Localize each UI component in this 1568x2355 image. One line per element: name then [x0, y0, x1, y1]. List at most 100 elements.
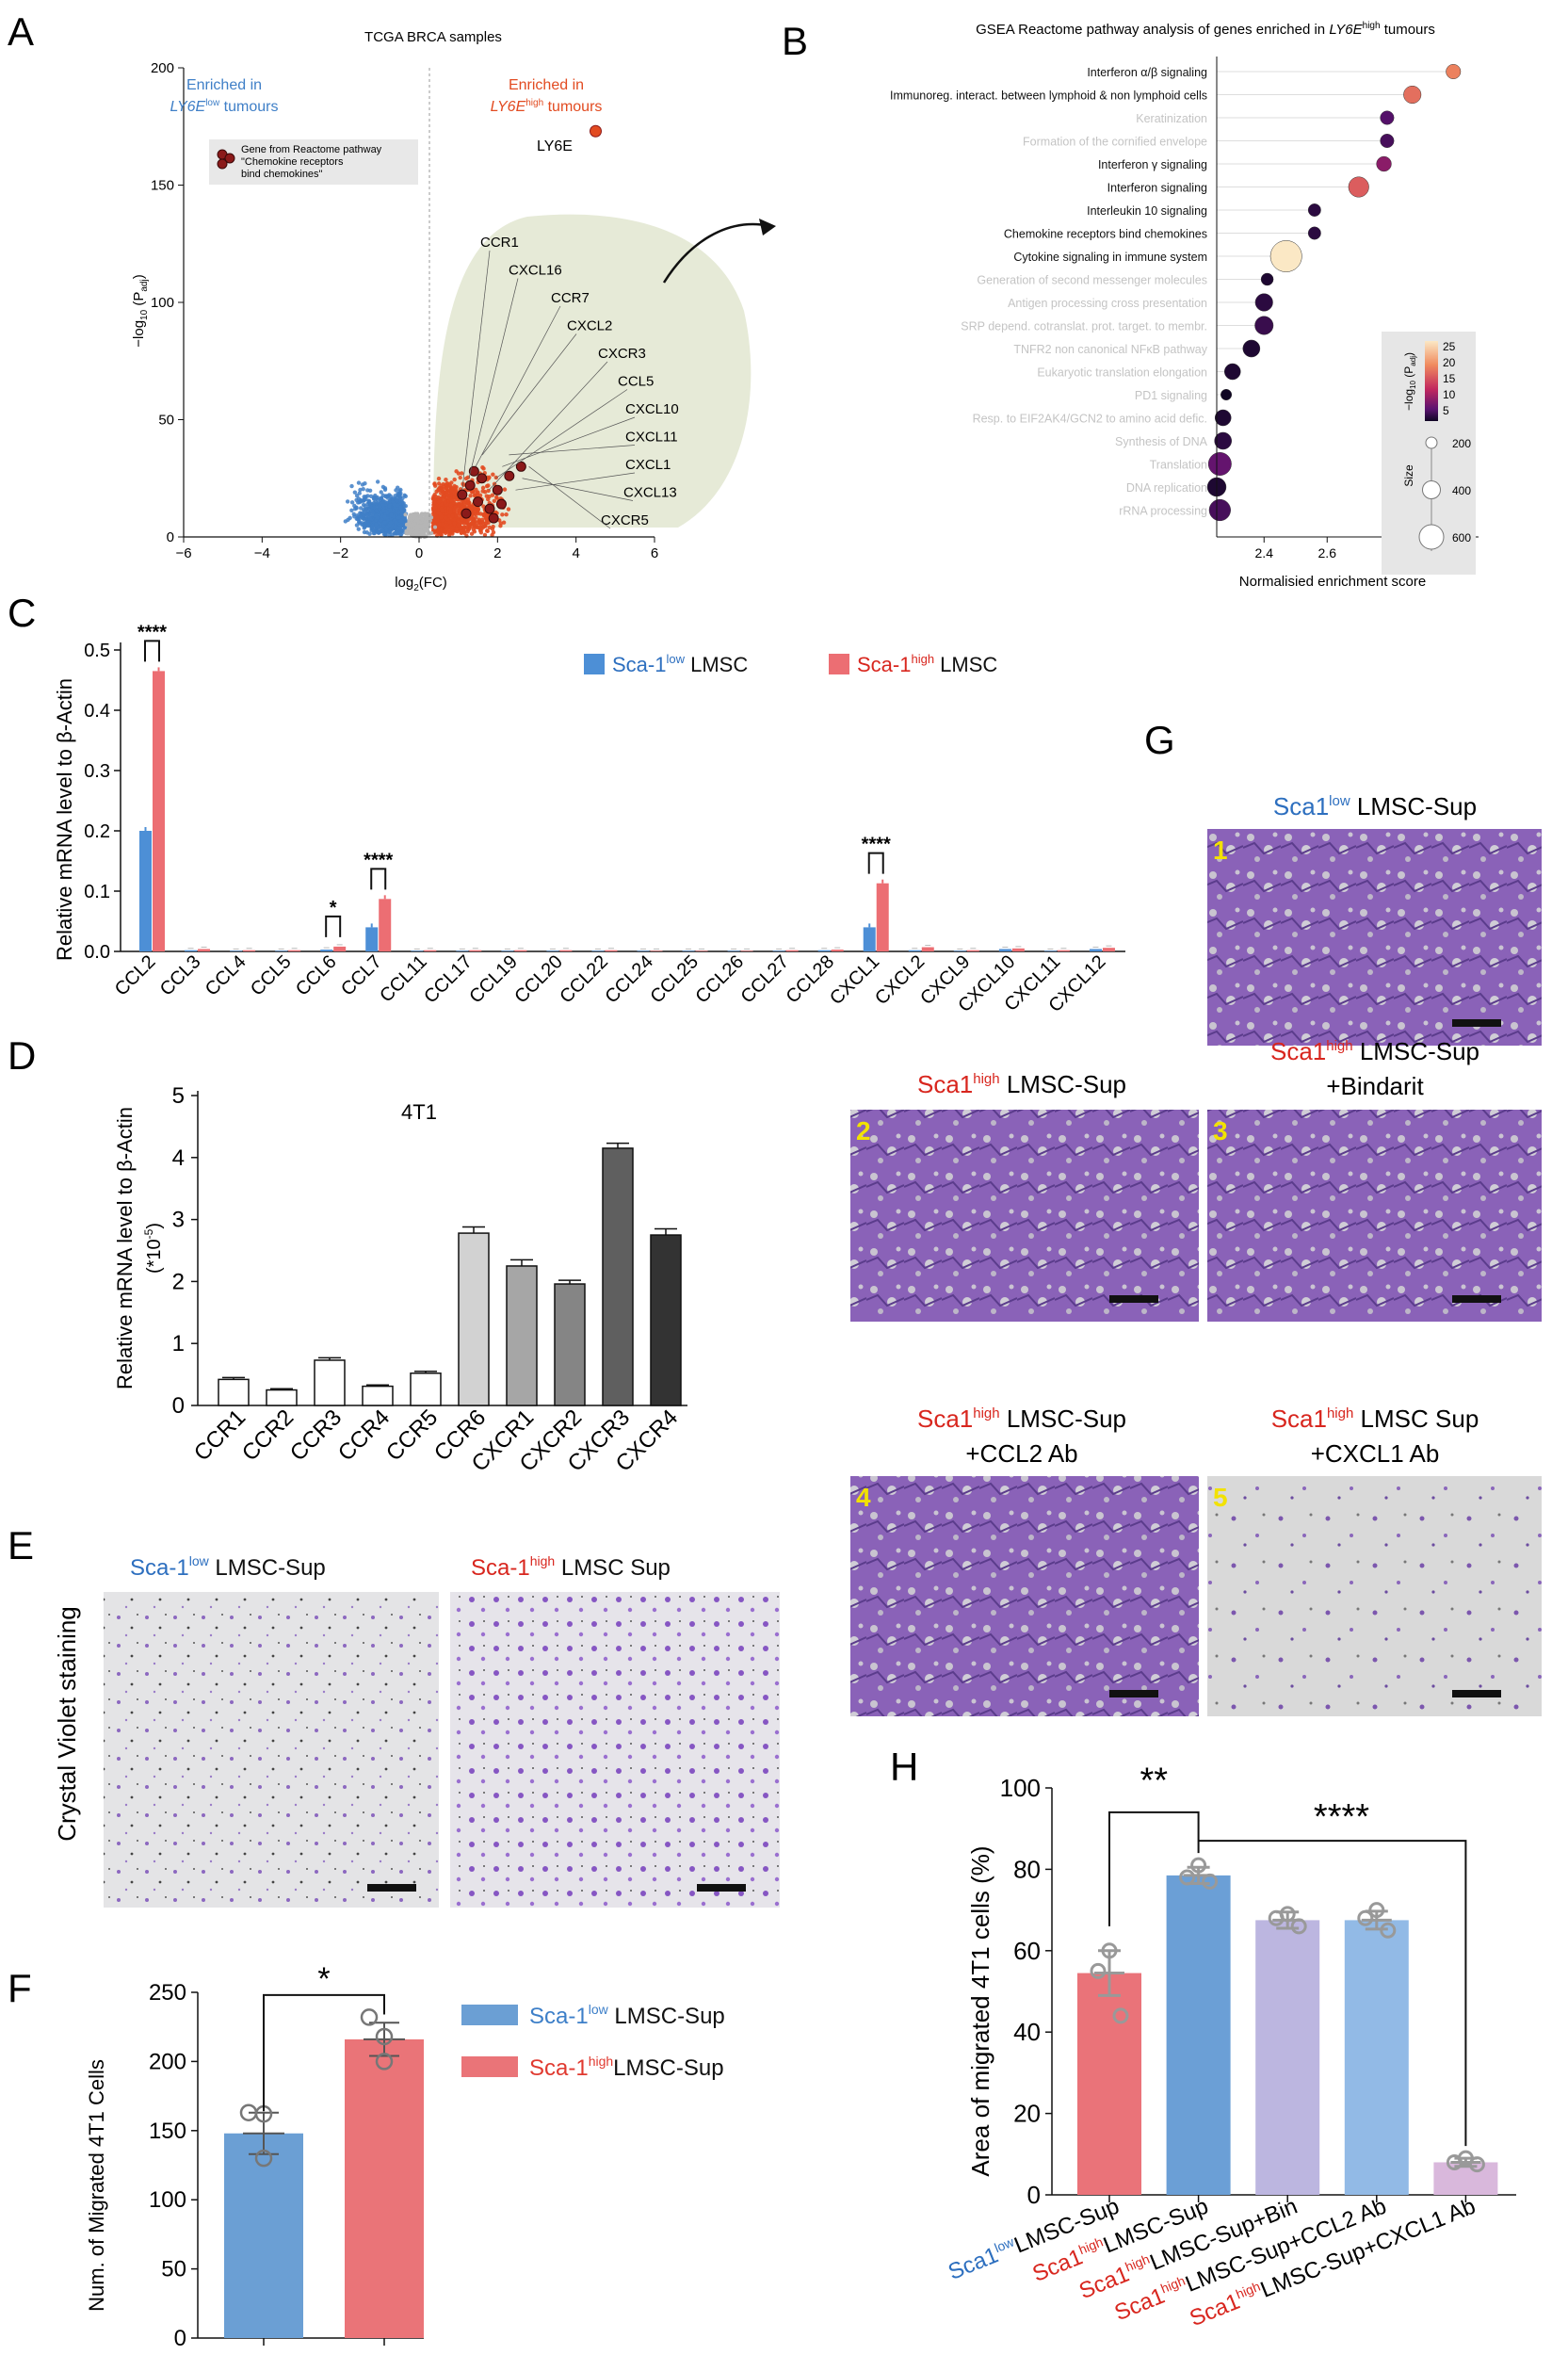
data-point	[1468, 2156, 1485, 2173]
high-point	[471, 490, 476, 495]
ly6e-label: LY6E	[537, 138, 573, 154]
high-point	[506, 507, 511, 512]
image-title: Sca1high LMSC-Sup	[917, 1070, 1126, 1098]
legend-swatch-high	[829, 654, 849, 674]
ly6e-point	[590, 124, 602, 138]
pathway-label: Formation of the cornified envelope	[1023, 136, 1207, 149]
high-point	[485, 528, 490, 534]
pathway-label: TNFR2 non canonical NFκB pathway	[1013, 343, 1207, 356]
legend-line1: Gene from Reactome pathway	[241, 144, 382, 155]
area-migrated-bar-chart: 020406080100Sca1lowLMSC-SupSca1highLMSC-…	[945, 1761, 1516, 2331]
bar	[1344, 1920, 1409, 2195]
low-point	[349, 508, 354, 512]
y-tick-label: 60	[1013, 1937, 1041, 1965]
bar-high	[198, 949, 211, 951]
low-point	[374, 522, 379, 528]
data-point	[1101, 1942, 1118, 1959]
bar	[554, 1283, 586, 1406]
high-point	[482, 532, 488, 538]
y-tick-label: 150	[151, 178, 174, 194]
g-image-grid: 1 Sca1low LMSC-Sup 2 Sca1high LMSC-Sup 3 Sca1…	[850, 792, 1542, 1716]
high-point	[453, 489, 458, 494]
high-point	[432, 499, 437, 505]
pathway-gene-point	[464, 479, 476, 491]
x-tick-label: −2	[332, 545, 348, 561]
legend-swatch-low	[584, 654, 605, 674]
high-point	[443, 528, 447, 533]
low-point	[354, 506, 359, 511]
high-point	[439, 514, 444, 520]
data-point	[1380, 1922, 1397, 1939]
high-point	[478, 530, 484, 535]
high-point	[454, 513, 459, 518]
pathway-label: Interleukin 10 signaling	[1087, 204, 1207, 218]
f-legend-high: Sca-1highLMSC-Sup	[529, 2054, 724, 2081]
bar-low	[637, 950, 650, 951]
size-legend-label: Size	[1402, 464, 1415, 487]
colorbar-tick-label: 25	[1443, 340, 1456, 353]
size-legend-dot	[1418, 524, 1445, 550]
bar-high	[1011, 948, 1025, 951]
x-tick-label: 2.4	[1255, 545, 1274, 560]
f-legend-swatch-low	[461, 2005, 518, 2025]
low-point	[375, 479, 380, 484]
high-point	[453, 505, 459, 510]
volcano-xlabel: log2(FC)	[395, 575, 447, 593]
pathway-gene-point	[504, 470, 515, 481]
pathway-dot	[1307, 226, 1321, 240]
category-label: CCL22	[556, 951, 612, 1008]
high-point	[432, 509, 437, 513]
category-label: CCR3	[285, 1405, 347, 1466]
bar-low	[230, 950, 243, 951]
legend-line3: bind chemokines"	[241, 169, 323, 180]
gsea-xlabel: Normalisied enrichment score	[1239, 574, 1426, 590]
y-tick-label: 100	[149, 2187, 186, 2213]
bar-low	[320, 950, 333, 951]
volcano-axes: −6 −4 −2 0 2 4 6 0 50 100 150 200	[151, 60, 658, 561]
y-tick-label: 0	[167, 529, 174, 545]
low-point	[360, 522, 364, 528]
pathway-label: Eukaryotic translation elongation	[1037, 366, 1207, 380]
high-point	[473, 507, 477, 512]
x-tick-label: 2.6	[1318, 545, 1337, 560]
pathway-gene-point	[492, 484, 503, 495]
high-point	[456, 522, 461, 528]
low-point	[382, 520, 387, 525]
migration-image	[850, 1110, 1199, 1322]
data-point	[1368, 1902, 1385, 1919]
high-point	[432, 522, 437, 527]
low-point	[394, 508, 398, 513]
bar-low	[411, 950, 424, 951]
arrow-head	[759, 219, 776, 236]
y-tick-label: 50	[158, 413, 174, 429]
pathway-label: Synthesis of DNA	[1115, 435, 1208, 448]
panel-label-b: B	[782, 19, 808, 63]
migration-image	[850, 1476, 1199, 1716]
g-image-4: 4 Sca1high LMSC-Sup +CCL2 Ab	[850, 1405, 1199, 1716]
bar-high	[695, 950, 708, 951]
y-tick-label: 0	[1027, 2181, 1041, 2209]
high-point	[461, 530, 467, 536]
low-point	[398, 519, 404, 524]
high-point	[443, 515, 448, 521]
bar-high	[559, 950, 573, 951]
low-point	[366, 504, 371, 510]
sig-bracket	[1198, 1840, 1467, 2147]
panel-d-ylabel-line1: Relative mRNA level to β-Actin	[113, 1107, 137, 1389]
high-point	[474, 487, 478, 493]
pathway-dot	[1260, 272, 1274, 286]
bar	[410, 1372, 442, 1406]
receptor-bars: 012345CCR1CCR2CCR3CCR4CCR5CCR6CXCR1CXCR2…	[172, 1083, 687, 1477]
y-tick-label: 5	[172, 1083, 185, 1109]
panel-label-c: C	[8, 591, 36, 635]
ns-point	[412, 512, 416, 516]
high-point	[486, 483, 491, 488]
category-label: CXCL1	[826, 951, 883, 1009]
high-point	[460, 505, 464, 510]
e-img1-title: Sca-1low LMSC-Sup	[130, 1553, 326, 1581]
gene-leader-line	[522, 478, 634, 501]
low-point	[363, 481, 367, 486]
ns-point	[414, 532, 419, 537]
